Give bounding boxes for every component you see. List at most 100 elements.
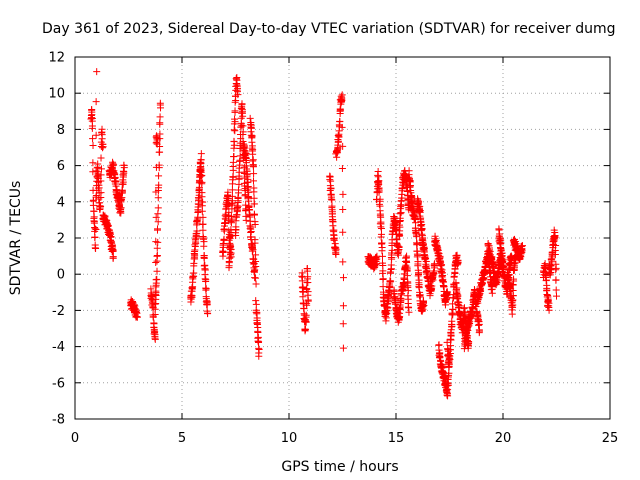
data-point-marker (92, 226, 100, 234)
data-point-marker (202, 285, 210, 293)
data-point-marker (195, 183, 203, 191)
data-point-marker (330, 236, 338, 244)
data-point-marker (154, 194, 162, 202)
data-point-marker (388, 246, 396, 254)
data-point-marker (406, 183, 414, 191)
data-point-marker (338, 123, 346, 131)
data-point-marker (377, 224, 385, 232)
data-point-marker (334, 132, 342, 140)
data-point-marker (133, 313, 141, 321)
data-point-marker (249, 157, 257, 165)
data-point-marker (551, 251, 559, 259)
data-point-marker (242, 159, 250, 167)
data-point-marker (197, 166, 205, 174)
data-point-marker (339, 302, 347, 310)
data-point-marker (228, 192, 236, 200)
data-point-marker (376, 195, 384, 203)
data-point-marker (152, 238, 160, 246)
data-point-marker (413, 240, 421, 248)
data-point-marker (547, 261, 555, 269)
x-tick-label: 5 (178, 431, 186, 446)
data-point-marker (396, 232, 404, 240)
data-markers (87, 68, 561, 400)
data-point-marker (234, 202, 242, 210)
data-point-marker (445, 369, 453, 377)
data-point-marker (232, 225, 240, 233)
data-point-marker (247, 124, 255, 132)
data-point-marker (245, 188, 253, 196)
data-point-marker (338, 165, 346, 173)
data-point-marker (249, 247, 257, 255)
data-point-marker (227, 253, 235, 261)
data-point-marker (339, 344, 347, 352)
data-point-marker (377, 223, 385, 231)
data-point-marker (199, 234, 207, 242)
data-point-marker (97, 189, 105, 197)
data-point-marker (199, 213, 207, 221)
data-point-marker (252, 251, 260, 259)
data-point-marker (226, 241, 234, 249)
y-tick-label: -2 (52, 304, 65, 319)
data-point-marker (415, 281, 423, 289)
data-point-marker (453, 252, 461, 260)
x-tick-label: 0 (71, 431, 79, 446)
data-point-marker (336, 117, 344, 125)
data-point-marker (189, 269, 197, 277)
data-point-marker (92, 98, 100, 106)
x-tick-label: 25 (602, 431, 619, 446)
data-point-marker (552, 264, 560, 272)
data-point-marker (88, 111, 96, 119)
data-point-marker (327, 177, 335, 185)
data-point-marker (193, 227, 201, 235)
data-point-marker (497, 245, 505, 253)
data-point-marker (440, 372, 448, 380)
data-point-marker (416, 291, 424, 299)
data-point-marker (444, 392, 452, 400)
data-point-marker (88, 114, 96, 122)
chart-title: Day 361 of 2023, Sidereal Day-to-day VTE… (42, 21, 616, 37)
data-point-marker (231, 107, 239, 115)
data-point-marker (155, 181, 163, 189)
data-point-marker (230, 126, 238, 134)
data-point-marker (411, 210, 419, 218)
data-point-marker (230, 138, 238, 146)
data-point-marker (420, 302, 428, 310)
data-point-marker (229, 173, 237, 181)
data-point-marker (249, 177, 257, 185)
data-point-marker (231, 118, 239, 126)
data-point-marker (154, 218, 162, 226)
data-point-marker (327, 195, 335, 203)
data-point-marker (547, 256, 555, 264)
data-point-marker (153, 275, 161, 283)
data-point-marker (91, 233, 99, 241)
data-point-marker (110, 161, 118, 169)
y-tick-label: 8 (57, 123, 65, 138)
y-tick-label: 2 (57, 232, 65, 247)
x-tick-label: 15 (388, 431, 405, 446)
data-point-marker (339, 274, 347, 282)
data-point-marker (155, 172, 163, 180)
data-point-marker (339, 320, 347, 328)
data-point-marker (387, 277, 395, 285)
data-point-marker (447, 332, 455, 340)
data-point-marker (156, 120, 164, 128)
data-point-marker (250, 211, 258, 219)
data-point-marker (154, 238, 162, 246)
data-point-marker (117, 204, 125, 212)
data-point-marker (443, 338, 451, 346)
data-point-marker (255, 352, 263, 360)
data-point-marker (197, 150, 205, 158)
data-point-marker (404, 283, 412, 291)
data-point-marker (488, 285, 496, 293)
data-point-marker (334, 138, 342, 146)
data-point-marker (239, 122, 247, 130)
data-point-marker (254, 338, 262, 346)
data-point-marker (151, 335, 159, 343)
data-point-marker (553, 292, 561, 300)
data-point-marker (98, 131, 106, 139)
data-point-marker (252, 297, 260, 305)
data-point-marker (328, 196, 336, 204)
data-point-marker (413, 233, 421, 241)
data-point-marker (249, 162, 257, 170)
